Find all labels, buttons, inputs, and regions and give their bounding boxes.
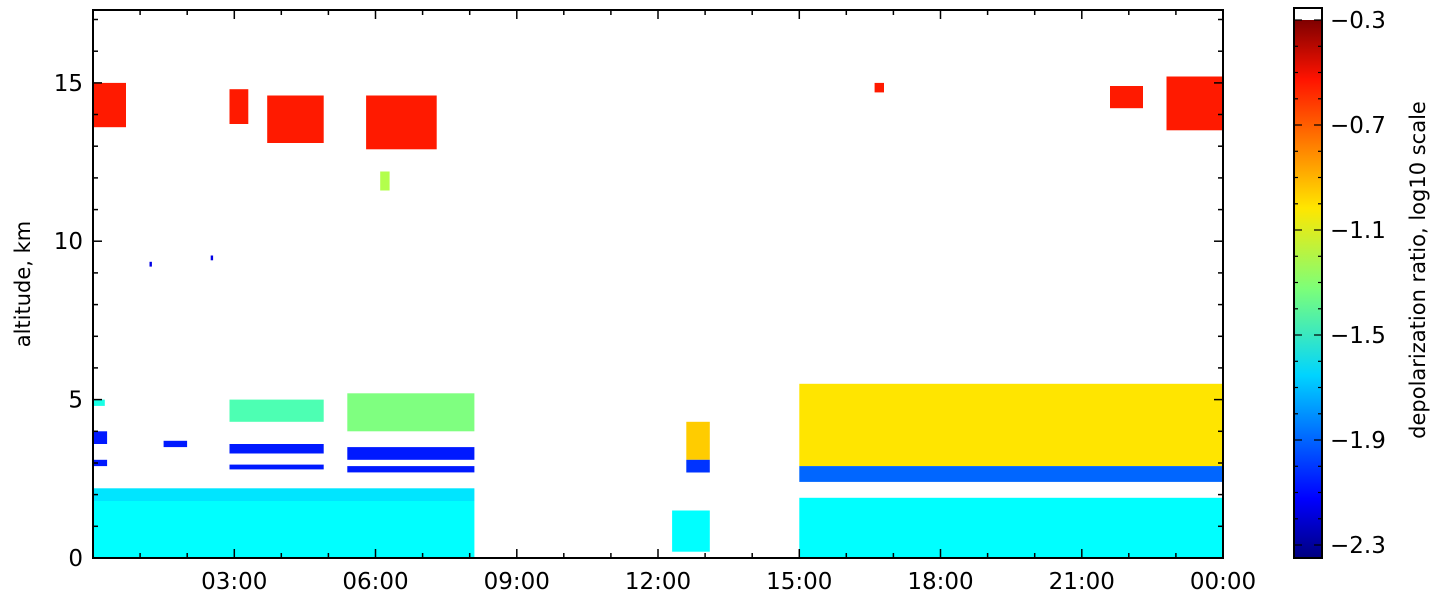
cloud-region-27 (799, 497, 1223, 558)
y-axis-label: altitude, km (11, 221, 35, 348)
cloud-region-26 (799, 466, 1223, 482)
y-tick-label: 0 (68, 546, 83, 572)
cloud-region-16 (93, 459, 108, 467)
cloud-region-11 (93, 488, 475, 501)
plot-frame (92, 9, 1224, 559)
x-tick-label: 21:00 (1049, 569, 1115, 595)
cloud-region-14 (347, 393, 475, 432)
cloud-region-1 (229, 89, 249, 124)
colorbar-ticks: −0.3 −0.7 −1.1 −1.5 −1.9 −2.3 (1294, 8, 1386, 559)
heatmap-layer (93, 76, 1223, 558)
cloud-region-19 (347, 447, 475, 460)
cloud-region-24 (672, 510, 710, 552)
cloud-region-10 (93, 501, 475, 558)
colorbar: −0.3 −0.7 −1.1 −1.5 −1.9 −2.3 depolarization … (1293, 7, 1430, 559)
cloud-region-12 (93, 399, 105, 406)
x-tick-label: 03:00 (201, 569, 267, 595)
cloud-region-9 (210, 255, 214, 261)
cloud-region-4 (380, 171, 390, 191)
colorbar-tick-label: −0.3 (1330, 8, 1386, 34)
y-tick-label: 5 (68, 388, 83, 414)
x-tick-label: 00:00 (1190, 569, 1256, 595)
colorbar-label: depolarization ratio, log10 scale (1406, 101, 1430, 439)
x-tick-label: 09:00 (484, 569, 550, 595)
cloud-region-7 (1166, 76, 1223, 131)
cloud-region-22 (686, 421, 710, 460)
cloud-region-25 (799, 383, 1223, 467)
cloud-region-8 (149, 261, 152, 267)
colorbar-gradient (1294, 20, 1322, 558)
cloud-region-5 (874, 82, 884, 93)
cloud-region-23 (686, 459, 710, 473)
cloud-region-20 (229, 464, 324, 470)
x-tick-label: 12:00 (625, 569, 691, 595)
x-tick-label: 15:00 (766, 569, 832, 595)
cloud-region-6 (1110, 86, 1143, 109)
colorbar-tick-label: −2.3 (1330, 533, 1386, 559)
cloud-region-21 (347, 466, 475, 473)
x-axis-ticks: 03:00 06:00 09:00 12:00 15:00 18:00 21:00 00:00 (92, 10, 1256, 595)
plot-area: 03:00 06:00 09:00 12:00 15:00 18:00 21:00 00:00… (54, 9, 1256, 595)
cloud-region-18 (229, 444, 324, 454)
cloud-region-17 (163, 440, 188, 448)
colorbar-tick-label: −1.9 (1330, 428, 1386, 454)
colorbar-tick-label: −1.5 (1330, 323, 1386, 349)
cloud-region-15 (93, 431, 108, 444)
cloud-region-2 (267, 95, 324, 143)
cloud-region-3 (366, 95, 437, 150)
colorbar-tick-label: −1.1 (1330, 218, 1386, 244)
x-tick-label: 18:00 (907, 569, 973, 595)
cloud-region-0 (93, 82, 126, 128)
colorbar-tick-label: −0.7 (1330, 113, 1386, 139)
cloud-region-13 (229, 399, 324, 422)
x-tick-label: 06:00 (342, 569, 408, 595)
y-tick-label: 10 (54, 229, 83, 255)
y-tick-label: 15 (54, 71, 83, 97)
